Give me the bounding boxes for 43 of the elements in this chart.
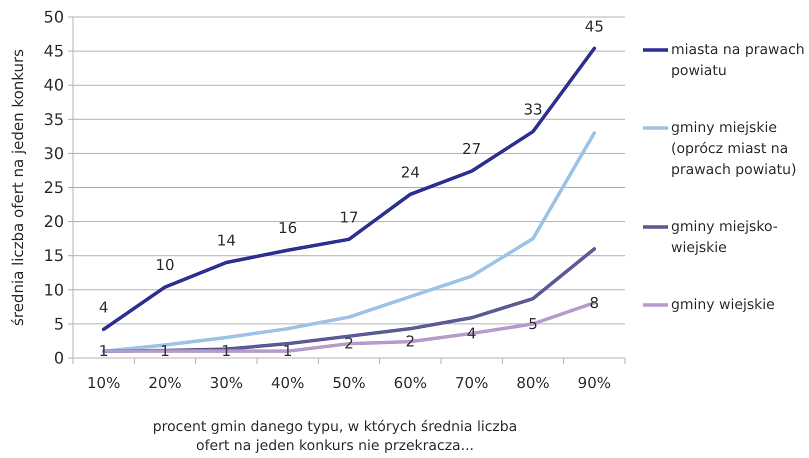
data-label: 17 bbox=[339, 208, 359, 226]
data-label: 14 bbox=[216, 232, 236, 250]
data-label: 1 bbox=[160, 342, 170, 360]
x-tick-label: 50% bbox=[332, 374, 366, 392]
x-tick-label: 40% bbox=[270, 374, 304, 392]
data-label: 24 bbox=[400, 163, 420, 182]
y-tick-label: 50 bbox=[44, 8, 64, 26]
data-label: 5 bbox=[528, 314, 538, 333]
x-tick-label: 30% bbox=[210, 374, 244, 392]
data-label: 16 bbox=[278, 219, 298, 238]
x-tick-label: 10% bbox=[86, 374, 120, 392]
x-tick-label: 70% bbox=[454, 374, 488, 392]
y-axis-title: średnia liczba ofert na jeden konkurs bbox=[9, 48, 27, 326]
data-label: 4 bbox=[466, 324, 476, 342]
y-tick-label: 45 bbox=[44, 42, 64, 61]
data-label: 8 bbox=[590, 294, 600, 312]
data-label: 33 bbox=[523, 100, 543, 119]
y-tick-label: 5 bbox=[54, 314, 64, 334]
data-label: 27 bbox=[462, 140, 482, 158]
y-tick-label: 0 bbox=[54, 348, 64, 368]
y-tick-label: 25 bbox=[44, 178, 64, 197]
legend-label: gminy wiejskie bbox=[671, 297, 775, 313]
legend-label: gminy miejsko-wiejskie bbox=[671, 219, 778, 256]
legend-label: miasta na prawach powiatu bbox=[671, 42, 805, 79]
x-tick-label: 20% bbox=[148, 374, 182, 392]
legend-label: gminy miejskie (oprócz miast na prawach powiatu) bbox=[671, 120, 796, 178]
data-label: 45 bbox=[584, 17, 604, 36]
data-label: 4 bbox=[98, 298, 108, 316]
data-label: 2 bbox=[344, 334, 354, 353]
y-tick-label: 15 bbox=[44, 246, 64, 266]
x-tick-label: 80% bbox=[516, 374, 550, 392]
data-label: 1 bbox=[282, 342, 292, 360]
data-label: 2 bbox=[406, 332, 416, 351]
y-tick-label: 10 bbox=[44, 280, 64, 300]
x-tick-label: 90% bbox=[578, 374, 612, 392]
data-label: 10 bbox=[155, 256, 175, 274]
x-axis-title: procent gmin danego typu, w których średnia liczba ofert na jeden konkurs nie przekracza... bbox=[152, 419, 518, 454]
y-tick-label: 20 bbox=[44, 212, 64, 232]
data-label: 1 bbox=[98, 342, 108, 360]
y-tick-label: 30 bbox=[44, 144, 64, 163]
y-tick-label: 35 bbox=[44, 110, 64, 129]
x-tick-label: 60% bbox=[394, 374, 428, 392]
y-tick-label: 40 bbox=[44, 76, 64, 95]
